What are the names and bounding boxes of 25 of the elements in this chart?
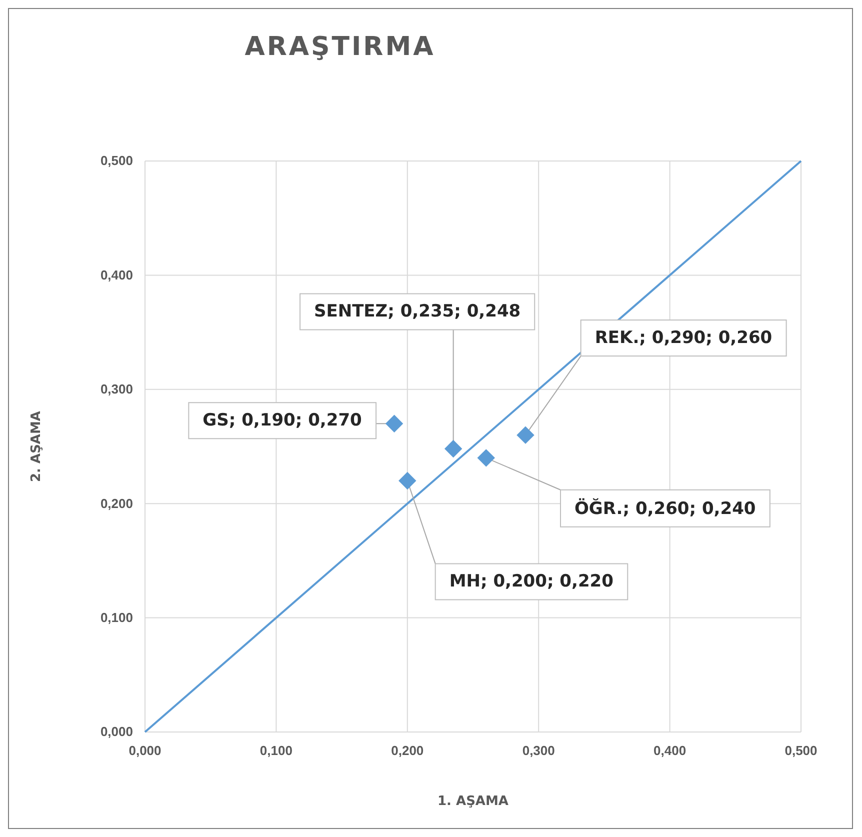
y-tick-label: 0,400	[100, 267, 133, 282]
point	[444, 440, 462, 458]
y-tick-label: 0,200	[100, 496, 133, 511]
y-tick-label: 0,300	[100, 382, 133, 397]
x-tick-label: 0,300	[522, 743, 555, 758]
x-tick-label: 0,200	[391, 743, 424, 758]
x-axis-title: 1. AŞAMA	[438, 794, 508, 809]
y-tick-label: 0,100	[100, 610, 133, 625]
x-tick-label: 0,500	[784, 743, 818, 758]
y-axis-title: 2. AŞAMA	[29, 411, 44, 482]
x-tick-label: 0,100	[260, 743, 292, 758]
data-label: SENTEZ; 0,235; 0,248	[314, 302, 521, 322]
data-label: REK.; 0,290; 0,260	[594, 328, 772, 348]
y-tick-label: 0,500	[100, 153, 133, 168]
data-label: MH; 0,200; 0,220	[449, 572, 614, 592]
data-label: ÖĞR.; 0,260; 0,240	[574, 498, 756, 519]
data-label: GS; 0,190; 0,270	[202, 410, 362, 431]
point	[398, 472, 416, 490]
chart-title: ARAŞTIRMA	[244, 32, 436, 62]
point	[477, 449, 495, 467]
point	[516, 426, 534, 444]
x-tick-label: 0,000	[128, 743, 162, 758]
y-tick-label: 0,000	[100, 724, 133, 740]
point	[385, 414, 404, 433]
x-tick-label: 0,400	[654, 743, 686, 758]
